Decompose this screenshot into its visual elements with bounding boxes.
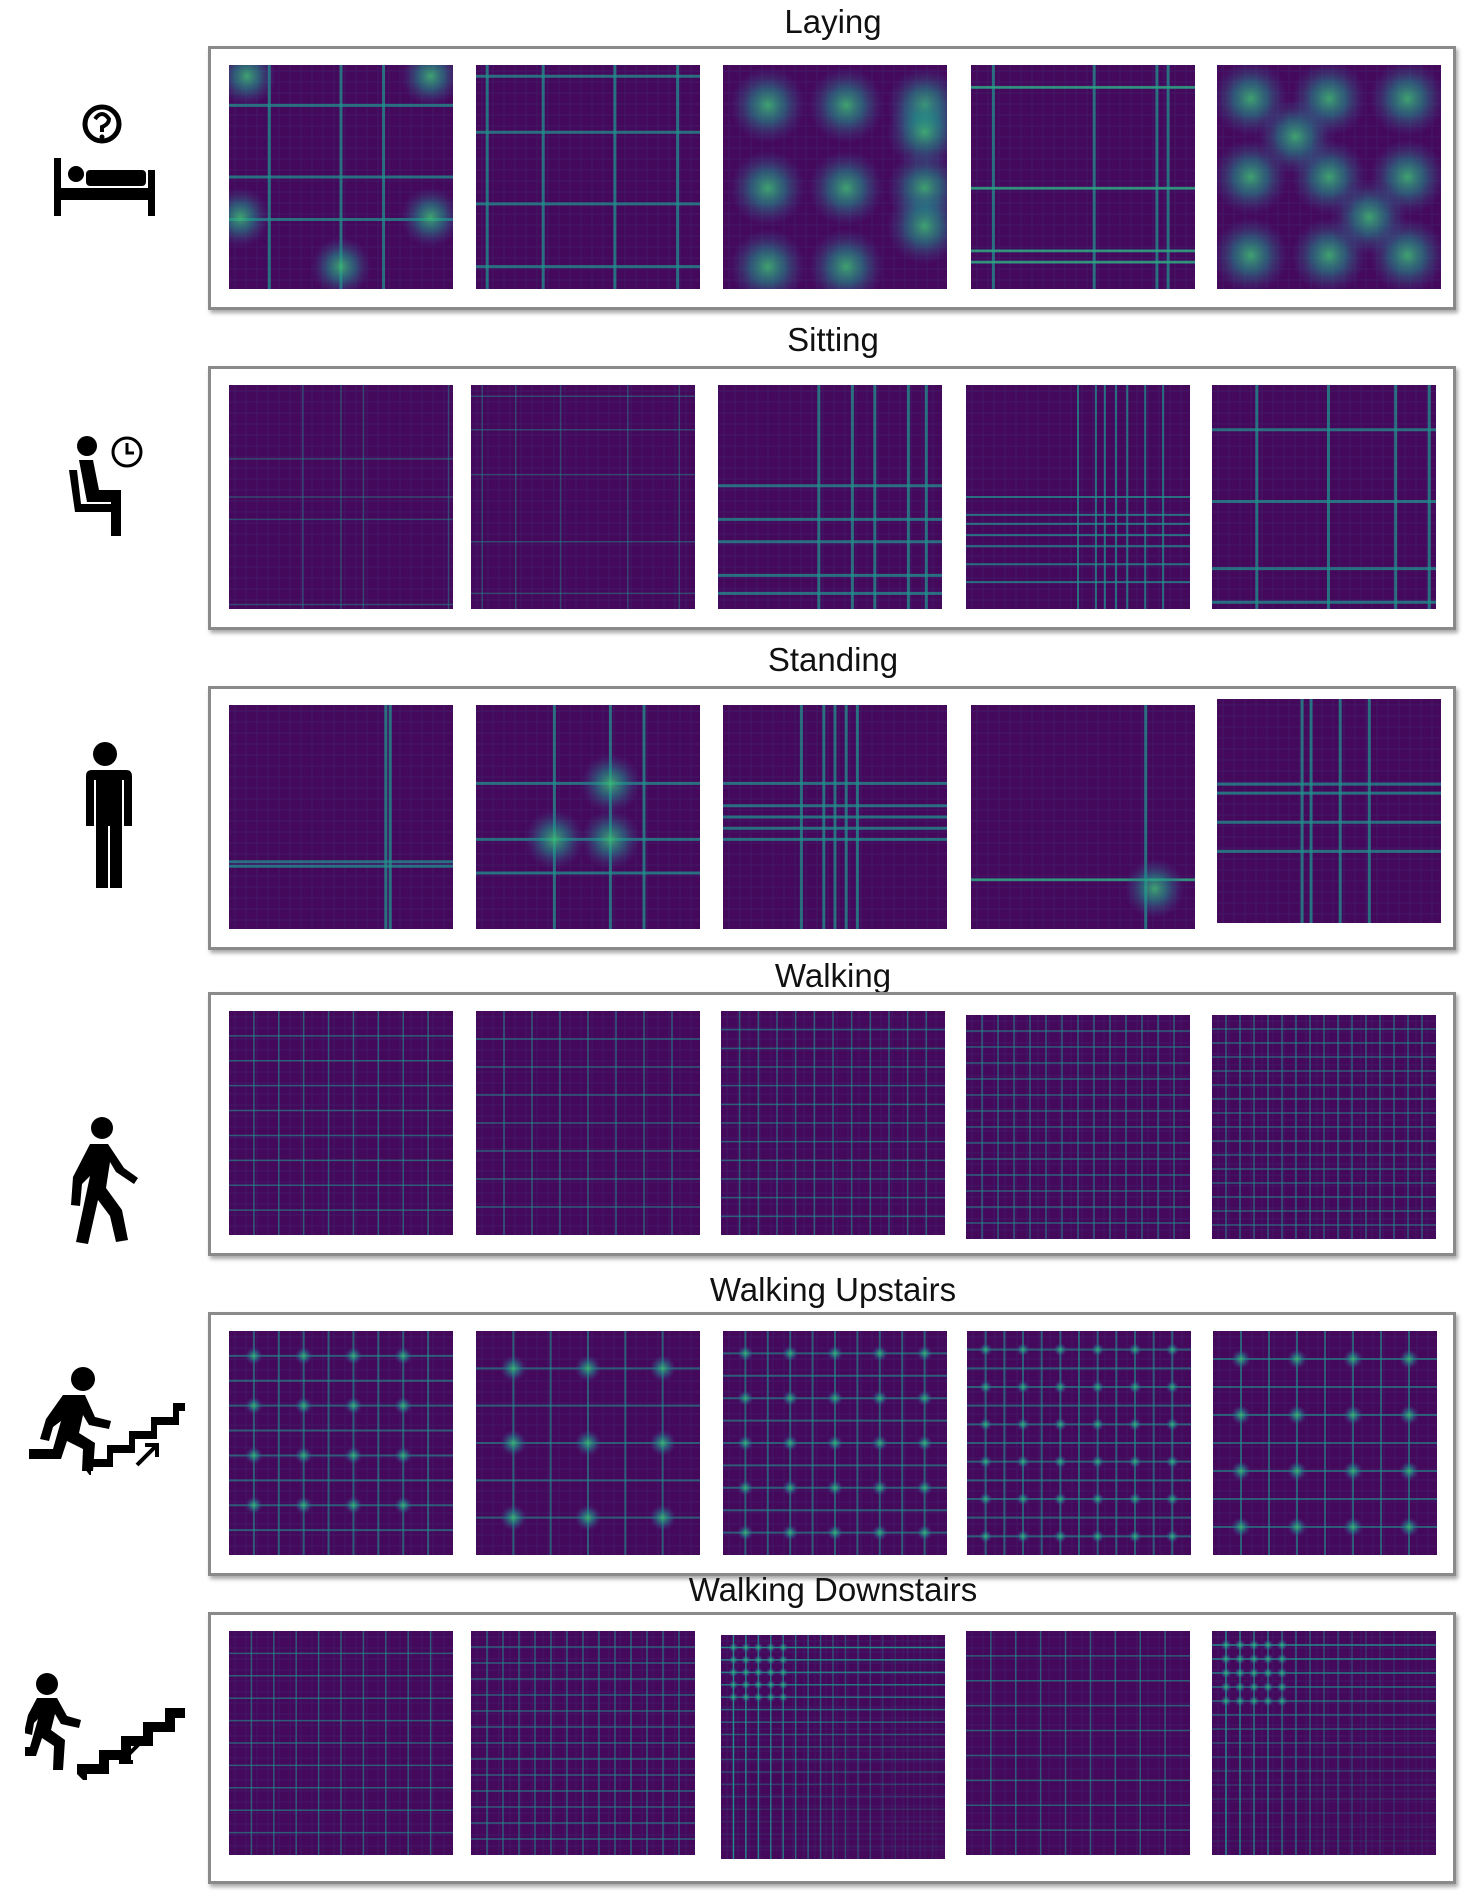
heatmap-thumbnail: [1217, 65, 1441, 289]
heatmap-thumbnail: [718, 385, 942, 609]
heatmap-blobs: [524, 753, 641, 870]
heatmap-blobs: [1217, 65, 1441, 289]
heatmap-thumbnail: [229, 65, 453, 289]
row-title: Walking Downstairs: [688, 1571, 978, 1608]
heatmap-lines: [966, 385, 1190, 609]
heatmap-panel: [208, 1612, 1456, 1884]
heatmap-lines: [1212, 385, 1436, 609]
heatmap-grid: [476, 1011, 700, 1235]
heatmap-grid: [471, 1631, 695, 1855]
heatmap-thumbnail: [476, 1011, 700, 1235]
heatmap-thumbnail: [471, 385, 695, 609]
sitting-clock-icon: [10, 430, 200, 540]
heatmap-grid: [229, 1631, 453, 1855]
row-title: Standing: [767, 641, 899, 678]
heatmap-panel: [208, 1312, 1456, 1576]
heatmap-texture: [229, 705, 453, 929]
heatmap-panel: [208, 992, 1456, 1256]
standing-person-icon: [10, 740, 200, 890]
heatmap-background: [971, 65, 1195, 289]
row-title: Laying: [784, 3, 882, 40]
heatmap-thumbnail: [967, 1331, 1191, 1555]
heatmap-thumbnail: [971, 65, 1195, 289]
heatmap-grid: [966, 1015, 1190, 1239]
bed-question-icon: [10, 100, 200, 220]
heatmap-thumbnail: [1213, 1331, 1437, 1555]
heatmap-grid: [1212, 1015, 1436, 1239]
heatmap-thumbnail: [723, 65, 947, 289]
heatmap-lines: [471, 385, 695, 609]
heatmap-thumbnail: [723, 705, 947, 929]
heatmap-background: [229, 1011, 453, 1235]
heatmap-texture: [229, 385, 453, 609]
heatmap-thumbnail: [471, 1631, 695, 1855]
downstairs-icon: [10, 1670, 200, 1780]
heatmap-thumbnail: [971, 705, 1195, 929]
heatmap-background: [718, 385, 942, 609]
row-title: Walking Upstairs: [709, 1271, 957, 1308]
heatmap-lines: [476, 65, 700, 289]
heatmap-lines: [718, 385, 942, 609]
heatmap-blobs: [229, 65, 453, 289]
heatmap-grid: [721, 1011, 945, 1235]
heatmap-thumbnail: [721, 1635, 945, 1859]
heatmap-thumbnail: [966, 385, 1190, 609]
heatmap-thumbnail: [476, 1331, 700, 1555]
heatmap-background: [1217, 699, 1441, 923]
row-title: Sitting: [787, 321, 879, 358]
upstairs-icon: [10, 1365, 200, 1475]
heatmap-texture: [229, 1011, 453, 1235]
heatmap-grid: [476, 1331, 700, 1555]
heatmap-grid: [721, 1635, 945, 1859]
heatmap-lines: [971, 65, 1195, 289]
heatmap-lines: [229, 65, 453, 289]
heatmap-lines: [1217, 699, 1441, 923]
heatmap-background: [1212, 385, 1436, 609]
heatmap-thumbnail: [229, 705, 453, 929]
heatmap-panel: [208, 366, 1456, 630]
heatmap-lines: [229, 705, 453, 929]
heatmap-lines: [723, 705, 947, 929]
heatmap-texture: [1217, 699, 1441, 923]
heatmap-thumbnail: [1212, 385, 1436, 609]
heatmap-grid: [723, 1331, 947, 1555]
walking-person-icon: [10, 1116, 200, 1256]
heatmap-thumbnail: [966, 1631, 1190, 1855]
heatmap-blobs: [729, 67, 947, 289]
row-title: Walking: [774, 957, 892, 994]
heatmap-background: [229, 385, 453, 609]
heatmap-background: [471, 385, 695, 609]
heatmap-grid: [967, 1331, 1191, 1555]
heatmap-grid: [1213, 1331, 1437, 1555]
heatmap-lines: [229, 385, 453, 609]
heatmap-thumbnail: [723, 1331, 947, 1555]
heatmap-blobs: [1124, 858, 1185, 919]
heatmap-thumbnail: [229, 1011, 453, 1235]
heatmap-panel: [208, 46, 1456, 310]
heatmap-thumbnail: [229, 1331, 453, 1555]
heatmap-grid: [229, 1011, 453, 1235]
heatmap-thumbnail: [229, 385, 453, 609]
heatmap-background: [966, 1631, 1190, 1855]
heatmap-background: [229, 1331, 453, 1555]
heatmap-grid: [966, 1631, 1190, 1855]
heatmap-thumbnail: [476, 65, 700, 289]
heatmap-grid: [229, 1331, 453, 1555]
heatmap-thumbnail: [1212, 1631, 1436, 1855]
heatmap-texture: [1212, 385, 1436, 609]
heatmap-texture: [471, 385, 695, 609]
heatmap-panel: [208, 686, 1456, 950]
heatmap-grid: [1212, 1631, 1436, 1855]
heatmap-background: [229, 705, 453, 929]
heatmap-thumbnail: [966, 1015, 1190, 1239]
heatmap-thumbnail: [721, 1011, 945, 1235]
heatmap-thumbnail: [1212, 1015, 1436, 1239]
heatmap-thumbnail: [1217, 699, 1441, 923]
heatmap-thumbnail: [229, 1631, 453, 1855]
heatmap-background: [476, 65, 700, 289]
heatmap-background: [476, 705, 700, 929]
heatmap-thumbnail: [476, 705, 700, 929]
heatmap-texture: [718, 385, 942, 609]
